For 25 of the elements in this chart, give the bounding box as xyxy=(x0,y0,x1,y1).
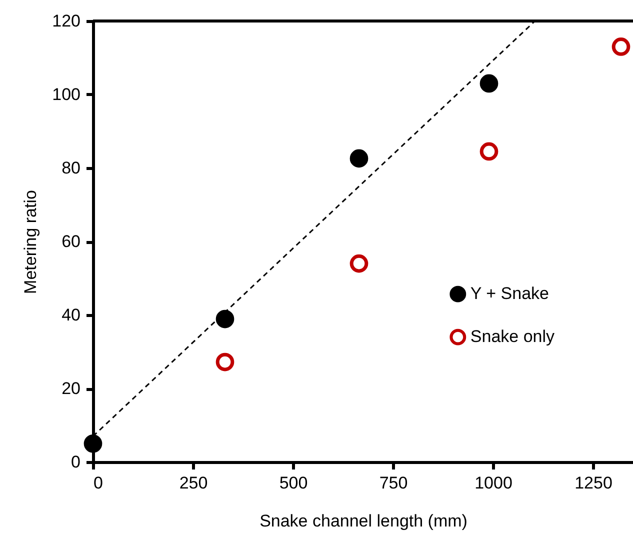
point xyxy=(350,254,368,273)
y-tick-label: 40 xyxy=(62,306,80,324)
y-axis-title: Metering ratio xyxy=(21,190,40,294)
x-tick-label: 250 xyxy=(179,474,208,492)
point xyxy=(612,38,630,56)
x-tick-label: 0 xyxy=(94,474,103,492)
x-tick-label: 1250 xyxy=(574,474,612,492)
x-axis-title: Snake channel length (mm) xyxy=(260,512,468,530)
y-tick-label: 0 xyxy=(71,452,80,472)
point xyxy=(480,74,498,93)
legend-label: Snake only xyxy=(470,327,556,346)
y-tick-label: 20 xyxy=(62,379,80,398)
point xyxy=(480,142,498,161)
legend-label: Y + Snake xyxy=(470,284,550,304)
point xyxy=(216,352,234,372)
y-tick-label: 120 xyxy=(52,12,80,30)
y-tick-label: 100 xyxy=(52,85,80,104)
point xyxy=(216,310,234,328)
point xyxy=(350,149,368,168)
y-tick-label: 60 xyxy=(62,232,80,251)
x-tick-label: 1000 xyxy=(474,474,512,492)
x-tick-label: 750 xyxy=(379,474,408,492)
x-tick-label: 500 xyxy=(279,474,308,492)
point xyxy=(84,434,102,453)
y-tick-label: 80 xyxy=(62,158,80,178)
